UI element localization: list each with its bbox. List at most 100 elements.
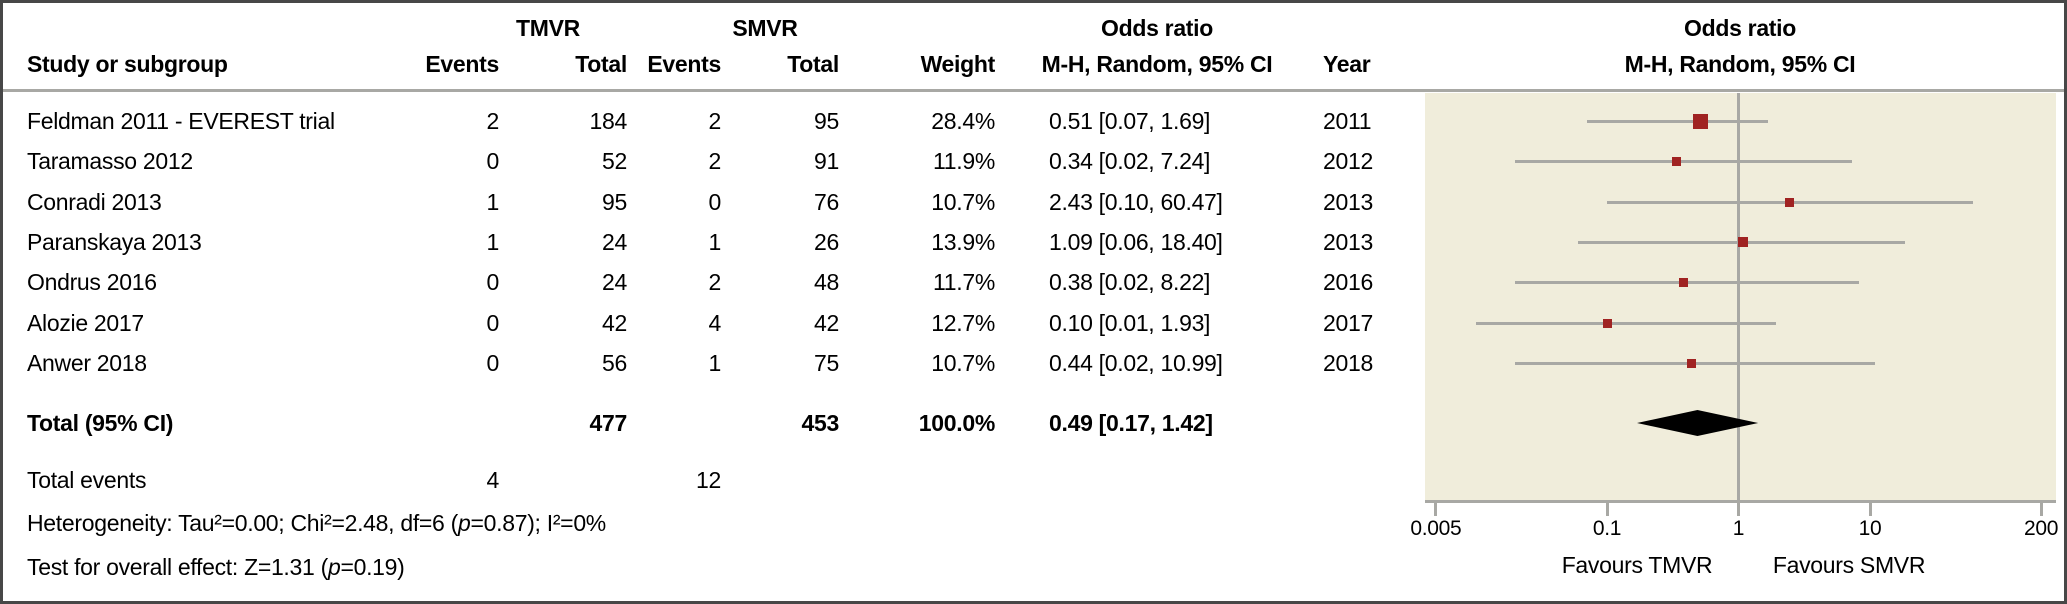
axis-tick <box>1868 503 1872 516</box>
weight-cell: 13.9% <box>931 229 995 255</box>
overall-effect-text-end: =0.19) <box>340 554 405 580</box>
column-group-tmvr: TMVR <box>516 15 580 41</box>
favours-left-label: Favours TMVR <box>1561 552 1713 578</box>
study-row: Feldman 2011 - EVEREST trial 2 184 2 95 … <box>3 104 2064 138</box>
smvr-total-cell: 75 <box>814 350 839 376</box>
column-header-study: Study or subgroup <box>27 51 228 77</box>
year-cell: 2018 <box>1323 350 1373 376</box>
favours-right-label: Favours SMVR <box>1772 552 1926 578</box>
heterogeneity-note: Heterogeneity: Tau²=0.00; Chi²=2.48, df=… <box>3 504 2064 542</box>
overall-effect-text: Test for overall effect: Z=1.31 ( <box>27 554 328 580</box>
tmvr-events-cell: 0 <box>486 269 500 295</box>
p-symbol: p <box>458 510 471 536</box>
smvr-total-cell: 91 <box>814 148 839 174</box>
tmvr-events-cell: 2 <box>486 108 500 134</box>
total-events-row: Total events 4 12 <box>3 463 2064 497</box>
smvr-total-cell: 42 <box>814 310 839 336</box>
tmvr-total-cell: 184 <box>589 108 628 134</box>
smvr-events-cell: 2 <box>708 108 722 134</box>
smvr-events-cell: 1 <box>708 350 722 376</box>
or-ci-cell: 0.34 [0.02, 7.24] <box>1049 148 1211 174</box>
study-row: Alozie 2017 0 42 4 42 12.7% 0.10 [0.01, … <box>3 306 2064 340</box>
heterogeneity-text: Heterogeneity: Tau²=0.00; Chi²=2.48, df=… <box>27 510 458 536</box>
tmvr-events-cell: 0 <box>486 310 500 336</box>
axis-tick-label: 10 <box>1858 517 1882 540</box>
effect-marker <box>1687 358 1697 368</box>
effect-marker <box>1672 156 1682 166</box>
tmvr-total-cell: 95 <box>602 189 627 215</box>
year-cell: 2013 <box>1323 189 1373 215</box>
column-group-odds-ratio: Odds ratio <box>1100 15 1214 41</box>
tmvr-events-cell: 0 <box>486 148 500 174</box>
year-cell: 2011 <box>1323 108 1372 134</box>
weight-cell: 11.7% <box>932 269 995 295</box>
plot-layer: 0.005 0.1 1 10 200 <box>3 3 2064 601</box>
study-label: Conradi 2013 <box>27 189 162 215</box>
study-label: Ondrus 2016 <box>27 269 157 295</box>
smvr-total-cell: 95 <box>814 108 839 134</box>
weight-cell: 11.9% <box>932 148 995 174</box>
smvr-events-cell: 0 <box>708 189 722 215</box>
smvr-total-cell: 26 <box>814 229 839 255</box>
or-ci-cell: 0.44 [0.02, 10.99] <box>1049 350 1223 376</box>
study-row: Taramasso 2012 0 52 2 91 11.9% 0.34 [0.0… <box>3 144 2064 178</box>
axis-tick <box>1434 503 1438 516</box>
study-row: Conradi 2013 1 95 0 76 10.7% 2.43 [0.10,… <box>3 185 2064 219</box>
study-label: Taramasso 2012 <box>27 148 193 174</box>
column-header-tmvr-total: Total <box>575 51 627 77</box>
tmvr-total-cell: 42 <box>602 310 627 336</box>
axis-tick-label: 0.005 <box>1410 517 1462 540</box>
total-events-label: Total events <box>27 467 147 493</box>
ci-line <box>1475 322 1777 325</box>
total-or-ci: 0.49 [0.17, 1.42] <box>1049 410 1213 436</box>
year-cell: 2013 <box>1323 229 1373 255</box>
total-weight: 100.0% <box>918 410 996 436</box>
column-header-weight: Weight <box>920 51 996 77</box>
column-group-smvr: SMVR <box>732 15 798 41</box>
effect-marker <box>1738 237 1749 247</box>
plot-subtitle: M-H, Random, 95% CI <box>1624 51 1856 77</box>
year-cell: 2016 <box>1323 269 1373 295</box>
tmvr-total-cell: 24 <box>602 229 627 255</box>
weight-cell: 10.7% <box>931 189 995 215</box>
tmvr-events-sum: 4 <box>486 467 500 493</box>
tmvr-total-cell: 24 <box>602 269 627 295</box>
weight-cell: 28.4% <box>931 108 995 134</box>
effect-marker <box>1602 318 1612 328</box>
smvr-events-cell: 2 <box>708 269 722 295</box>
weight-cell: 10.7% <box>931 350 995 376</box>
tmvr-events-cell: 1 <box>486 189 500 215</box>
tmvr-total-cell: 56 <box>602 350 627 376</box>
year-cell: 2017 <box>1323 310 1373 336</box>
smvr-total-sum: 453 <box>801 410 840 436</box>
column-header-or-ci: M-H, Random, 95% CI <box>1041 51 1273 77</box>
study-label: Alozie 2017 <box>27 310 144 336</box>
heterogeneity-text-end: =0.87); I²=0% <box>470 510 607 536</box>
study-label: Anwer 2018 <box>27 350 147 376</box>
study-label: Feldman 2011 - EVEREST trial <box>27 108 335 134</box>
or-ci-cell: 0.10 [0.01, 1.93] <box>1049 310 1211 336</box>
axis-tick-label: 200 <box>2024 517 2059 540</box>
tmvr-total-cell: 52 <box>602 148 627 174</box>
year-cell: 2012 <box>1323 148 1373 174</box>
smvr-events-cell: 4 <box>708 310 722 336</box>
smvr-total-cell: 76 <box>814 189 839 215</box>
overall-effect-note: Test for overall effect: Z=1.31 (p=0.19) <box>3 548 2064 586</box>
x-axis-line <box>1425 500 2056 503</box>
total-row: Total (95% CI) 477 453 100.0% 0.49 [0.17… <box>3 406 2064 440</box>
null-effect-line <box>1737 93 1740 500</box>
weight-cell: 12.7% <box>931 310 995 336</box>
tmvr-events-cell: 1 <box>486 229 500 255</box>
column-header-smvr-total: Total <box>787 51 839 77</box>
smvr-events-sum: 12 <box>696 467 721 493</box>
ci-line <box>1586 120 1769 123</box>
axis-tick <box>1737 503 1740 516</box>
effect-marker <box>1678 277 1688 287</box>
tmvr-events-cell: 0 <box>486 350 500 376</box>
or-ci-cell: 1.09 [0.06, 18.40] <box>1049 229 1223 255</box>
or-ci-cell: 2.43 [0.10, 60.47] <box>1049 189 1223 215</box>
header-divider <box>3 89 2064 92</box>
tmvr-total-sum: 477 <box>589 410 628 436</box>
p-symbol: p <box>327 554 341 580</box>
